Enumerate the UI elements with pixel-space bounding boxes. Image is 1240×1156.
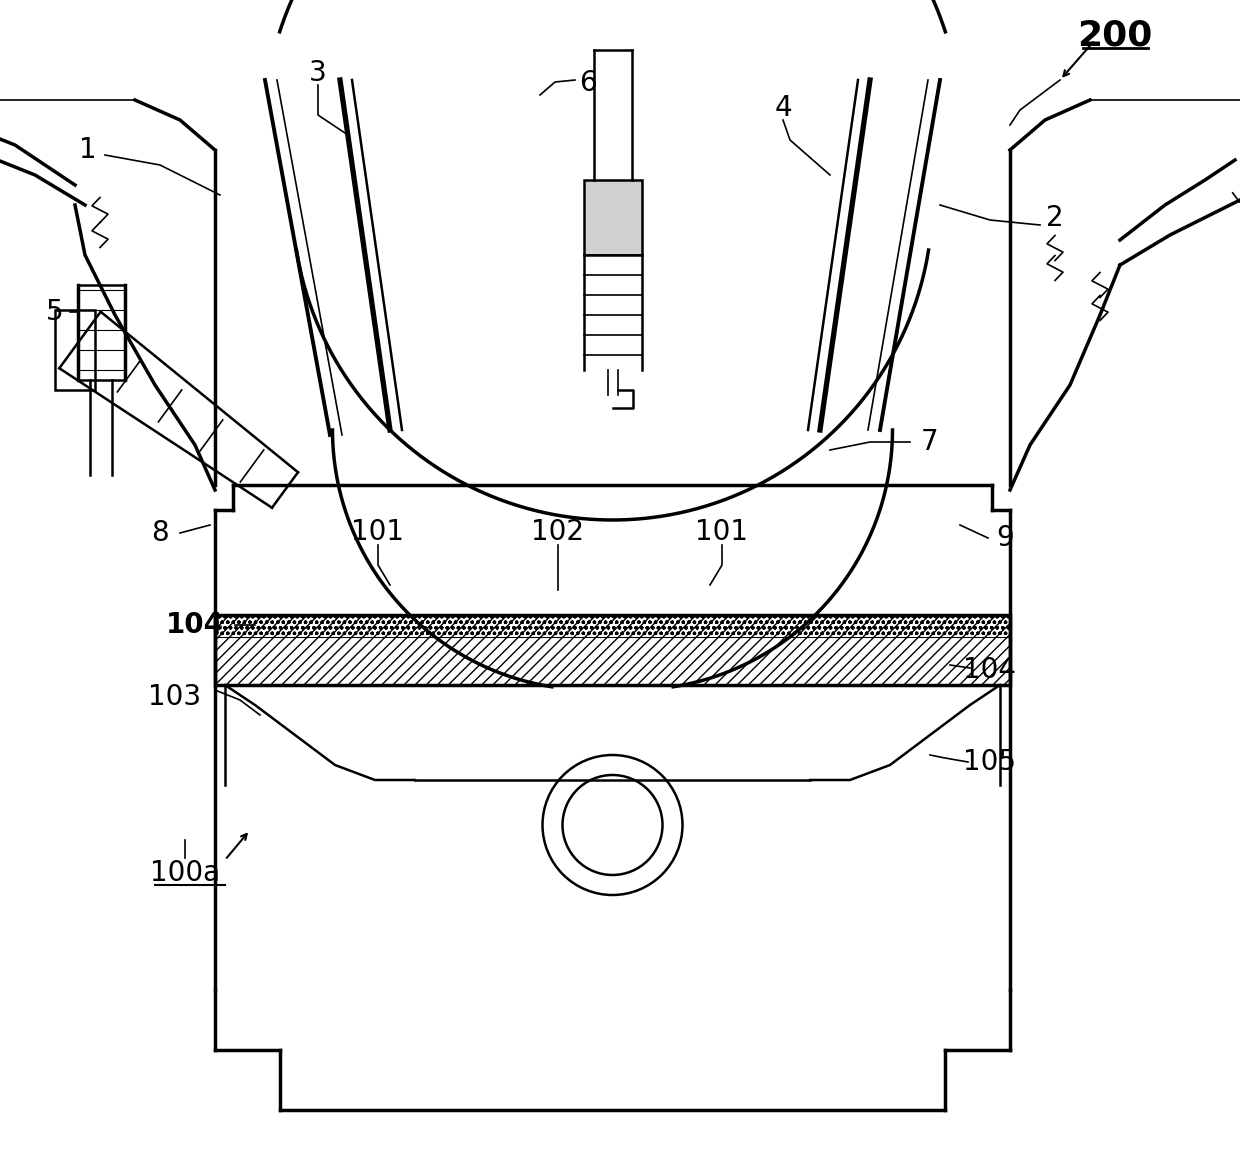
Text: 9: 9 [996, 524, 1014, 553]
Polygon shape [584, 180, 641, 255]
Text: 3: 3 [309, 59, 327, 87]
Text: 101: 101 [696, 518, 749, 546]
Text: 104: 104 [166, 612, 224, 639]
Text: 105: 105 [963, 748, 1017, 776]
Polygon shape [55, 310, 95, 390]
Text: 6: 6 [579, 69, 596, 97]
Text: 101: 101 [351, 518, 404, 546]
Text: 5: 5 [46, 298, 63, 326]
Text: 200: 200 [1078, 18, 1153, 52]
Text: 7: 7 [921, 428, 939, 455]
Text: 104: 104 [963, 655, 1017, 684]
Text: 4: 4 [774, 94, 792, 123]
Text: 102: 102 [532, 518, 584, 546]
Polygon shape [215, 615, 1011, 686]
Text: 103: 103 [149, 683, 202, 711]
Text: 100a: 100a [150, 859, 219, 887]
Text: 2: 2 [1047, 203, 1064, 232]
Text: 8: 8 [151, 519, 169, 547]
Text: 1: 1 [79, 136, 97, 164]
